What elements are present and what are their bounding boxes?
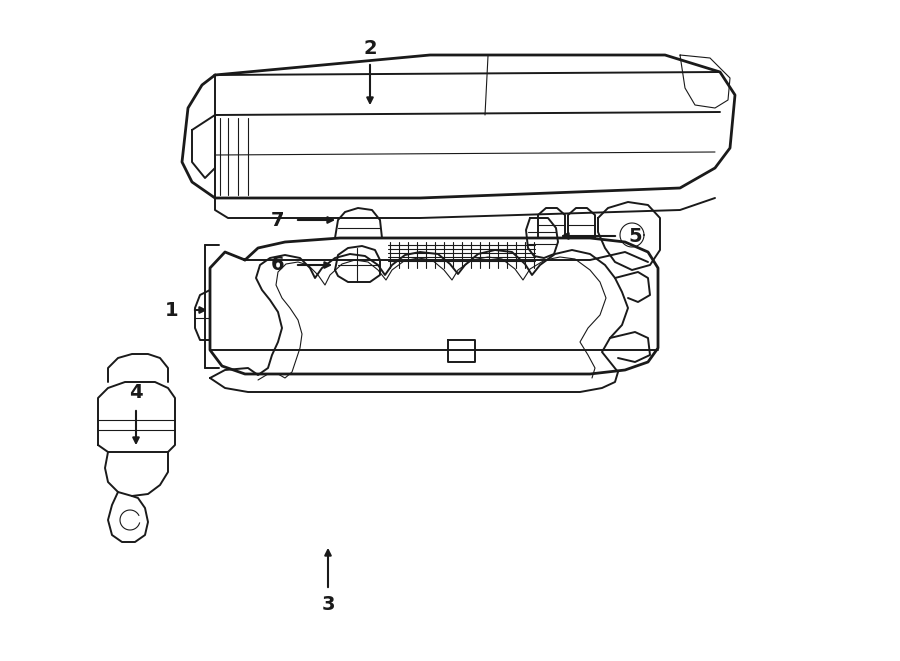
Text: 1: 1: [166, 301, 179, 319]
Text: 4: 4: [130, 383, 143, 401]
Text: 3: 3: [321, 596, 335, 615]
Text: 6: 6: [271, 256, 284, 274]
Text: 7: 7: [271, 210, 284, 229]
Text: 2: 2: [364, 38, 377, 58]
Text: 5: 5: [628, 227, 642, 245]
